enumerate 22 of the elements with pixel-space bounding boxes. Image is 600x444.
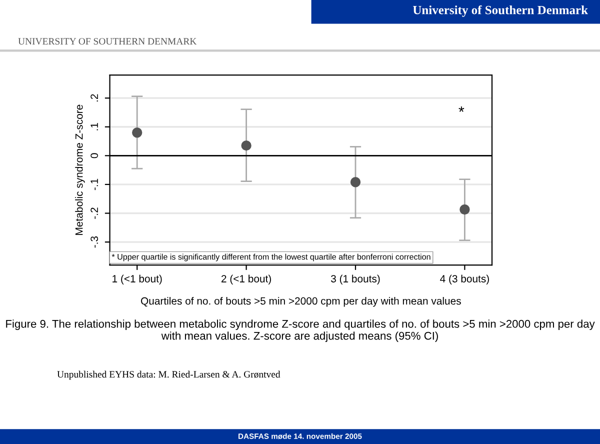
- caption: Figure 9. The relationship between metabolic syndrome Z-score and quartiles of no. of bouts >5 min >2000 cpm per day with mean values. Z-score are adjusted means (95% CI): [6, 320, 595, 342]
- y-tick-label: 0: [90, 153, 98, 158]
- point: [241, 140, 252, 151]
- annotation: *: [458, 106, 464, 112]
- y-tick-label: -.3: [90, 236, 98, 248]
- x-tick-label: 4 (3 bouts): [440, 274, 489, 284]
- text: UNIVERSITY OF SOUTHERN DENMARK: [18, 38, 197, 45]
- y-axis-title: Metabolic syndrome Z-score: [75, 104, 85, 235]
- text: Unpublished EYHS data: M. Ried-Larsen & A. Grøntved: [57, 370, 280, 380]
- x-tick-label: 3 (1 bouts): [331, 274, 380, 284]
- y-tick-label: .2: [90, 94, 98, 102]
- y-tick-label: -.2: [90, 208, 98, 219]
- text: University of Southern Denmark: [412, 5, 588, 17]
- point: [460, 204, 470, 215]
- point: [132, 128, 142, 138]
- x-tick-label: 1 (<1 bout): [112, 274, 162, 284]
- annotation: * Upper quartile is significantly different from the lowest quartile after bonferroni correction: [112, 254, 430, 262]
- x-axis-title: Quartiles of no. of bouts >5 min >2000 cpm per day with mean values: [141, 297, 461, 307]
- y-tick-label: -.1: [90, 178, 98, 190]
- point: [350, 177, 361, 188]
- x-tick-label: 2 (<1 bout): [221, 274, 271, 284]
- y-tick-label: .1: [90, 123, 98, 130]
